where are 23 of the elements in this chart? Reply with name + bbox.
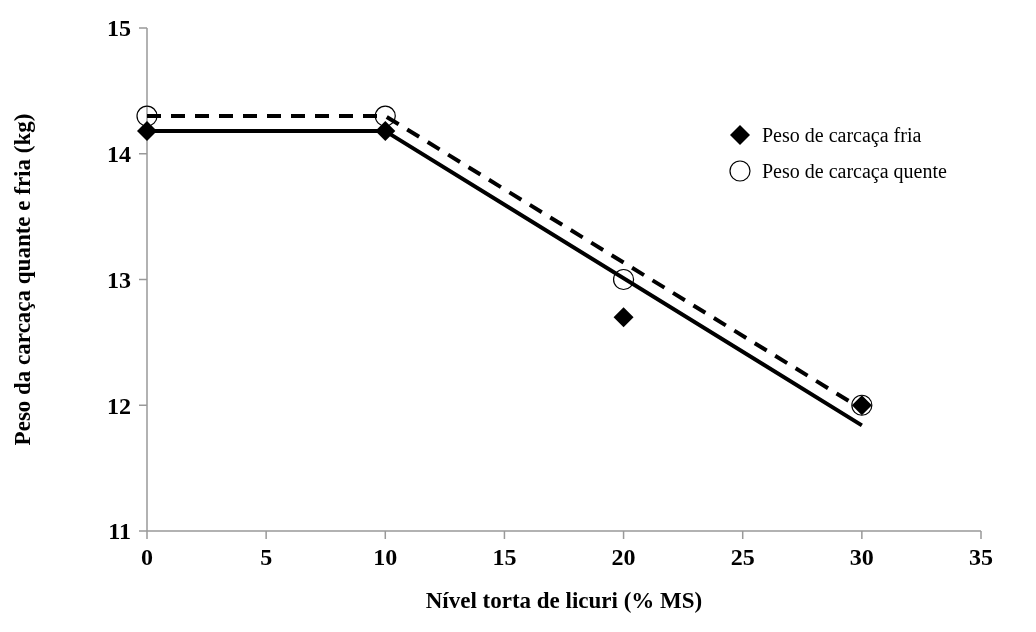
x-tick-label: 30	[849, 544, 874, 570]
y-tick-label: 14	[107, 141, 131, 168]
point	[375, 121, 396, 142]
x-tick-label: 10	[373, 544, 398, 570]
point	[374, 105, 396, 127]
point	[136, 105, 158, 127]
point	[612, 268, 635, 291]
x-tick-label: 35	[969, 544, 993, 570]
y-tick-label: 12	[107, 392, 131, 419]
point	[613, 307, 634, 328]
point	[137, 121, 157, 142]
x-tick-label: 0	[141, 544, 153, 570]
y-tick-label: 11	[108, 518, 131, 545]
x-tick-label: 5	[260, 544, 273, 570]
x-tick-label: 25	[730, 544, 755, 570]
x-tick-label: 15	[492, 544, 517, 570]
legend-label: Peso de carcaça fria	[762, 124, 922, 147]
x-tick-label: 20	[611, 544, 636, 570]
y-tick-label: 15	[107, 15, 131, 42]
y-tick-label: 13	[107, 266, 131, 293]
legend-label: Peso de carcaça quente	[762, 160, 948, 183]
y-axis-title: Peso da carcaça quante e fria (kg)	[10, 113, 35, 446]
x-axis-title: Nível torta de licuri (% MS)	[425, 588, 703, 613]
